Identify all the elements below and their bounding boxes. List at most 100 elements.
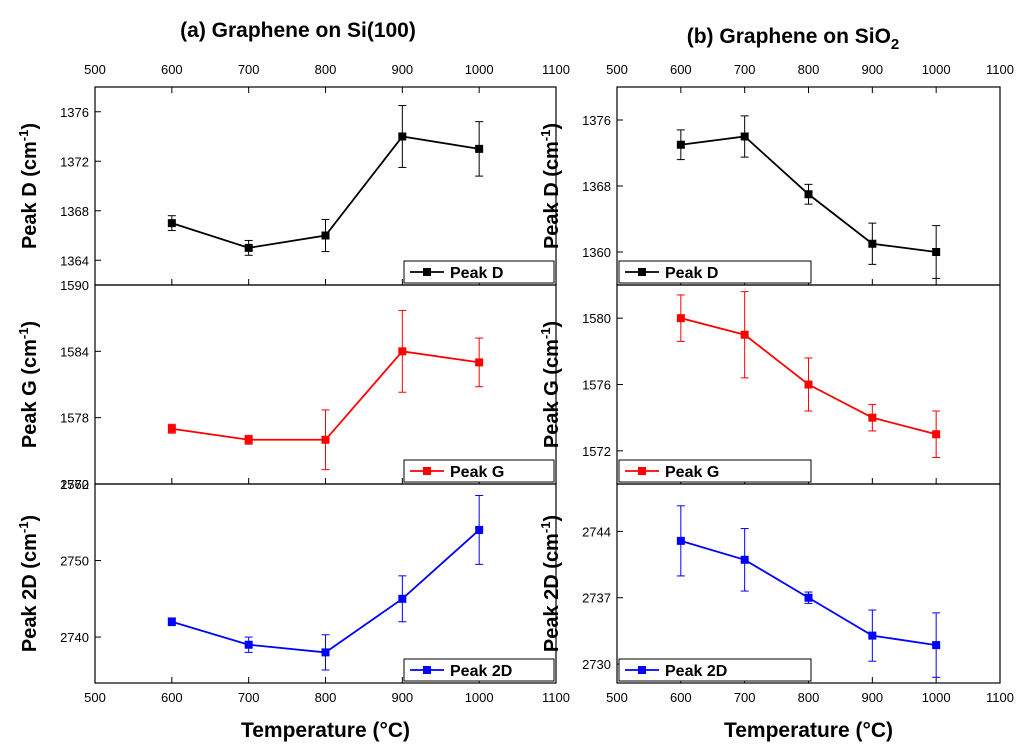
data-point (804, 380, 813, 389)
top-tick-label: 1000 (465, 62, 494, 77)
data-point (398, 347, 407, 356)
data-point (676, 140, 685, 149)
panel-frame (616, 483, 1001, 684)
y-tick-label: 1584 (60, 344, 89, 359)
legend-label: Peak D (665, 265, 718, 282)
legend-marker (423, 268, 431, 276)
data-point (676, 536, 685, 545)
y-tick-label: 1364 (60, 253, 89, 268)
y-axis-label: Peak D (cm-1) (16, 123, 41, 249)
legend-label: Peak 2D (665, 663, 727, 680)
data-point (676, 314, 685, 323)
panel-frame (94, 86, 557, 286)
data-point (398, 594, 407, 603)
y-axis-label: Peak G (cm-1) (538, 321, 563, 448)
chart-title: (a) Graphene on Si(100) (180, 19, 416, 42)
legend-box (618, 459, 812, 483)
top-tick-label: 900 (861, 62, 883, 77)
y-axis-label: Peak 2D (cm-1) (16, 515, 41, 652)
bottom-tick-label: 1100 (986, 690, 1014, 705)
legend: Peak D (618, 260, 812, 284)
legend: Peak 2D (618, 658, 812, 682)
data-point (740, 132, 749, 141)
y-tick-label: 1572 (582, 444, 611, 459)
y-tick-label: 1590 (60, 278, 89, 293)
chart-title: (b) Graphene on SiO2 (687, 25, 900, 53)
panel-peak-g: 1572 1578 1584 1590 Peak G (cm-1) Peak G (16, 278, 557, 492)
legend-marker (638, 666, 646, 674)
y-tick-label: 1376 (60, 105, 89, 120)
legend: Peak D (403, 260, 555, 284)
panel-peak-2d: 2730 2737 2744 Peak 2D (cm-1) Peak 2D (538, 483, 1001, 684)
legend-label: Peak G (665, 464, 719, 481)
x-axis-label: Temperature (°C) (241, 719, 410, 742)
y-tick-label: 2737 (582, 591, 611, 606)
y-tick-label: 1580 (582, 311, 611, 326)
data-point (932, 430, 941, 439)
x-axis-label: Temperature (°C) (724, 719, 893, 742)
legend: Peak 2D (403, 658, 555, 682)
data-point (475, 358, 484, 367)
legend-marker (423, 666, 431, 674)
panel-peak-g: 1572 1576 1580 Peak G (cm-1) Peak G (538, 284, 1001, 485)
data-point (321, 648, 330, 657)
legend-box (403, 658, 555, 682)
top-tick-label: 1100 (986, 62, 1014, 77)
y-axis-label: Peak D (cm-1) (538, 123, 563, 249)
bottom-tick-label: 900 (391, 690, 413, 705)
y-tick-label: 2744 (582, 524, 611, 539)
top-tick-label: 600 (161, 62, 183, 77)
legend-label: Peak D (450, 265, 503, 282)
bottom-tick-label: 1000 (922, 690, 951, 705)
top-tick-label: 800 (798, 62, 820, 77)
bottom-tick-label: 1100 (542, 690, 570, 705)
legend-marker (638, 268, 646, 276)
data-point (244, 435, 253, 444)
data-point (868, 631, 877, 640)
data-point (868, 413, 877, 422)
y-tick-label: 1372 (60, 154, 89, 169)
legend-box (403, 260, 555, 284)
data-point (244, 243, 253, 252)
bottom-tick-label: 800 (798, 690, 820, 705)
chart-a-si100: (a) Graphene on Si(100) 500 600 700 800 900 10… (16, 19, 570, 742)
y-tick-label: 1376 (582, 113, 611, 128)
data-point (740, 555, 749, 564)
legend-marker (423, 467, 431, 475)
bottom-tick-label: 600 (161, 690, 183, 705)
y-tick-label: 1368 (582, 179, 611, 194)
bottom-tick-label: 700 (238, 690, 260, 705)
top-tick-label: 500 (606, 62, 628, 77)
legend-box (618, 260, 812, 284)
y-tick-label: 2740 (60, 630, 89, 645)
y-axis-label: Peak G (cm-1) (16, 321, 41, 448)
data-point (932, 248, 941, 256)
top-tick-label: 800 (315, 62, 337, 77)
series-line (171, 529, 480, 654)
top-tick-label: 600 (670, 62, 692, 77)
bottom-tick-label: 1000 (465, 690, 494, 705)
legend: Peak G (403, 459, 555, 483)
panel-peak-2d: 2740 2750 2760 Peak 2D (cm-1) Peak 2D (16, 477, 557, 684)
legend-box (618, 658, 812, 682)
y-tick-label: 1578 (60, 411, 89, 426)
top-tick-label: 500 (84, 62, 106, 77)
chart-b-sio2: (b) Graphene on SiO2 500 600 700 800 900 1000 1… (538, 25, 1014, 742)
data-point (244, 640, 253, 649)
top-tick-label: 1100 (542, 62, 570, 77)
data-point (167, 219, 176, 228)
data-point (167, 617, 176, 626)
bottom-tick-label: 500 (84, 690, 106, 705)
top-tick-label: 700 (734, 62, 756, 77)
y-tick-label: 1572 (60, 477, 89, 492)
data-point (321, 231, 330, 240)
data-point (804, 190, 813, 199)
y-tick-label: 1368 (60, 204, 89, 219)
y-tick-label: 1576 (582, 378, 611, 393)
data-point (167, 424, 176, 433)
bottom-tick-label: 500 (606, 690, 628, 705)
top-tick-label: 900 (391, 62, 413, 77)
bottom-tick-label: 800 (315, 690, 337, 705)
y-tick-label: 1360 (582, 245, 611, 260)
